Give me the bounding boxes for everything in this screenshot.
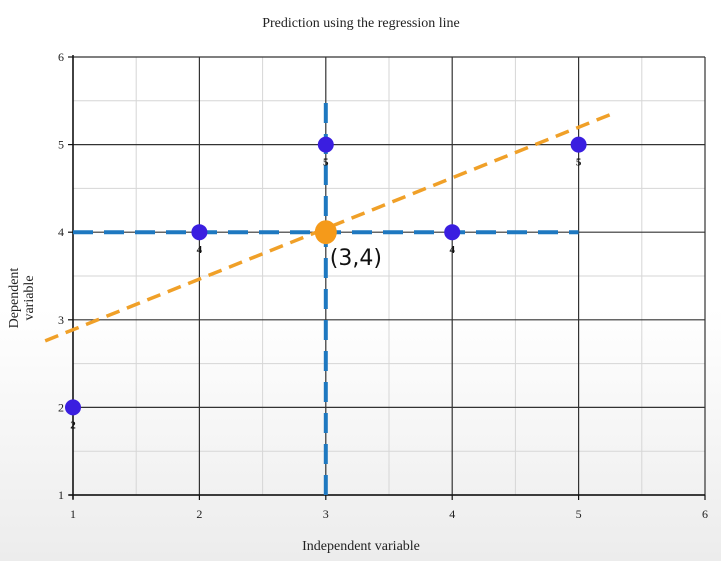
tick-labels: 1 2 3 4 5 6 1 2 3 4 5 6: [58, 50, 708, 521]
axes: [68, 55, 706, 500]
minor-gridlines: [73, 57, 705, 495]
x-tick-label-6: 6: [702, 507, 708, 521]
data-point-label-2: 4: [197, 244, 203, 256]
data-points: 2 4 5 4 5: [65, 136, 587, 431]
highlight-group: (3,4): [314, 220, 382, 271]
x-tick-label-3: 3: [323, 507, 329, 521]
y-tick-label-6: 6: [58, 50, 64, 64]
data-point-label-4: 4: [449, 244, 455, 256]
highlight-point: [314, 220, 337, 245]
y-axis-label-line-2: variable: [22, 275, 37, 320]
y-axis-label: Dependent variable: [7, 268, 37, 329]
data-point-2: [191, 224, 208, 241]
data-point-3: [317, 136, 334, 153]
data-point-5: [570, 136, 587, 153]
x-tick-label-4: 4: [449, 507, 455, 521]
chart-title: Prediction using the regression line: [262, 16, 460, 31]
x-tick-label-1: 1: [70, 507, 76, 521]
y-tick-label-3: 3: [58, 313, 64, 327]
data-point-label-5: 5: [576, 157, 582, 169]
data-point-4: [444, 224, 461, 241]
regression-line-group: [44, 111, 615, 343]
regression-line: [44, 111, 615, 343]
highlight-label: (3,4): [330, 246, 382, 271]
x-axis-label: Independent variable: [302, 539, 420, 554]
y-tick-label-1: 1: [58, 488, 64, 502]
data-point-1: [65, 399, 81, 416]
y-tick-label-4: 4: [58, 225, 64, 239]
data-point-label-1: 2: [70, 419, 76, 431]
x-tick-label-2: 2: [196, 507, 202, 521]
y-tick-label-5: 5: [58, 138, 64, 152]
data-point-label-3: 5: [323, 157, 329, 169]
y-tick-label-2: 2: [58, 400, 64, 414]
y-axis-label-line-1: Dependent: [7, 268, 22, 329]
x-tick-label-5: 5: [576, 507, 582, 521]
